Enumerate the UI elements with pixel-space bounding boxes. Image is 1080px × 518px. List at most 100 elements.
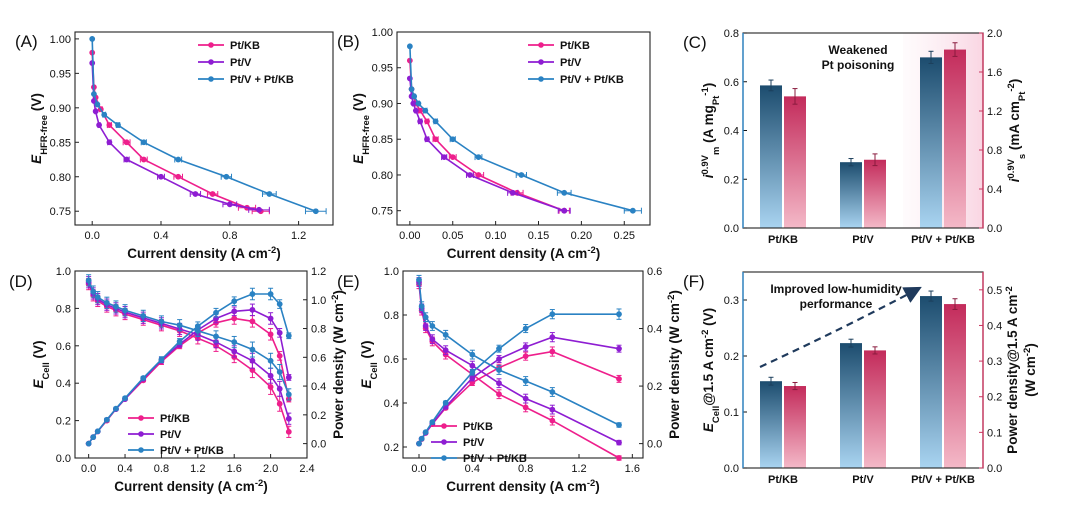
x-tick-label: 0.25: [614, 230, 635, 242]
power-point: [496, 356, 502, 362]
x-tick-label: 0.4: [117, 463, 132, 475]
power-point: [231, 308, 238, 315]
power-point: [285, 374, 292, 381]
voltage-point: [522, 404, 529, 411]
annotation: Improved low-humidity: [770, 282, 902, 296]
y-tick-label-right: 0.8: [311, 324, 326, 336]
data-point: [101, 111, 108, 118]
power-point: [249, 318, 256, 325]
power-line: [87, 293, 290, 445]
bar: [944, 49, 966, 229]
category-label: Pt/V + Pt/KB: [911, 474, 975, 486]
legend-label: Pt/V + Pt/KB: [463, 453, 527, 465]
voltage-point: [267, 357, 274, 364]
voltage-point: [469, 362, 476, 369]
legend-label: Pt/V + Pt/KB: [560, 74, 624, 86]
data-point: [140, 139, 147, 146]
voltage-point: [276, 369, 283, 375]
voltage-point: [213, 333, 219, 340]
data-point: [266, 191, 273, 197]
bar: [840, 343, 862, 468]
y-tick-label-right: 0.1: [987, 427, 1002, 439]
data-point: [92, 108, 99, 115]
y-tick-label: 0.0: [724, 223, 739, 235]
power-point: [213, 309, 219, 316]
bar: [920, 296, 942, 468]
y-tick-label: 0.4: [384, 398, 399, 410]
x-tick-label: 0.8: [154, 463, 169, 475]
legend-marker: [138, 447, 144, 453]
legend-label: Pt/V: [230, 57, 252, 69]
data-point: [441, 154, 448, 160]
y-tick-label-right: 2.0: [987, 28, 1002, 40]
power-point: [549, 311, 556, 318]
voltage-point: [140, 312, 147, 319]
legend-label: Pt/KB: [230, 40, 260, 52]
power-line: [418, 313, 619, 444]
y-tick-label-right: 0.2: [987, 392, 1002, 404]
y-tick-label: 0.4: [724, 126, 739, 138]
y-axis-label-right: i0.9Vs (mA cmPt-2): [1006, 79, 1028, 183]
x-tick-label: 0.15: [528, 230, 549, 242]
annotation: performance: [800, 297, 873, 311]
y-axis-label-right: (W cm-2): [1022, 343, 1039, 396]
data-point: [424, 136, 430, 143]
y-tick-label-right: 0.0: [987, 463, 1002, 475]
power-point: [231, 298, 238, 305]
y-tick-label-right: 0.0: [311, 439, 326, 451]
data-point: [91, 91, 97, 97]
data-point: [106, 122, 113, 128]
data-point: [410, 100, 417, 107]
data-point: [223, 173, 230, 180]
voltage-point: [469, 351, 476, 358]
data-point: [417, 118, 424, 125]
y-tick-label: 0.0: [56, 453, 71, 465]
data-point: [226, 201, 233, 208]
bar: [944, 304, 966, 468]
power-point: [416, 440, 422, 447]
power-point: [469, 375, 476, 381]
voltage-point: [616, 439, 622, 446]
y-tick-label-right: 1.0: [311, 295, 326, 307]
y-tick-label-right: 0.0: [647, 439, 662, 451]
annotation: Weakened: [828, 43, 887, 57]
data-point: [629, 207, 636, 214]
y-tick-label-right: 0.4: [987, 184, 1002, 196]
y-tick-label-right: 0.4: [647, 324, 662, 336]
y-tick-label: 0.6: [56, 341, 71, 353]
y-tick-label: 0.8: [384, 310, 399, 322]
data-point: [123, 156, 130, 163]
power-point: [267, 291, 274, 297]
data-point: [424, 118, 430, 125]
data-point: [256, 206, 262, 213]
y-tick-label-right: 0.5: [987, 285, 1002, 297]
power-point: [103, 416, 110, 423]
x-tick-label: 2.4: [299, 463, 314, 475]
data-point: [406, 43, 413, 50]
power-point: [616, 375, 622, 382]
data-point: [140, 156, 147, 163]
x-tick-label: 1.2: [291, 230, 306, 242]
voltage-point: [122, 307, 128, 314]
y-axis-label-right: Power density (W cm-2): [666, 290, 683, 439]
y-tick-label-right: 0.8: [987, 145, 1002, 157]
power-point: [422, 429, 429, 436]
data-point: [158, 173, 164, 180]
data-point: [312, 208, 319, 215]
y-tick-label: 0.4: [56, 378, 71, 390]
legend-marker: [208, 76, 214, 82]
y-axis-label: ECell (V): [359, 340, 380, 388]
panel-label: (B): [337, 32, 360, 51]
y-tick-label-right: 0.2: [647, 381, 662, 393]
y-tick-label-right: 0.0: [987, 223, 1002, 235]
category-label: Pt/V: [852, 234, 874, 246]
voltage-point: [276, 385, 283, 392]
voltage-point: [422, 323, 429, 329]
legend-label: Pt/KB: [463, 421, 493, 433]
legend-marker: [138, 431, 144, 437]
y-axis-label: ECell (V): [31, 340, 52, 388]
y-tick-label: 0.0: [724, 463, 739, 475]
y-tick-label: 1.00: [372, 27, 393, 39]
power-point: [231, 315, 238, 322]
